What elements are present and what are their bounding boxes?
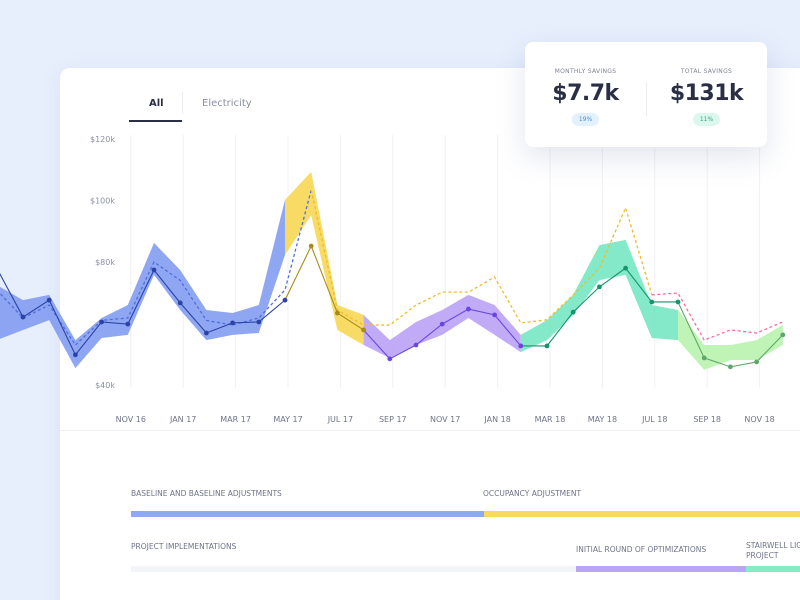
data-point — [20, 314, 26, 320]
y-tick-label: $40k — [95, 381, 115, 390]
expected-line — [310, 189, 653, 326]
timeline-label: PROJECT IMPLEMENTATIONS — [131, 542, 237, 551]
data-point — [623, 265, 628, 271]
timeline-label: INITIAL ROUND OF OPTIMIZATIONS — [576, 545, 707, 554]
data-point — [439, 321, 445, 327]
data-point — [361, 327, 366, 333]
stat-value: $7.7k — [552, 81, 619, 106]
data-point — [177, 300, 183, 306]
tab[interactable]: All — [149, 98, 164, 109]
data-point — [308, 243, 314, 249]
x-tick-label: NOV 18 — [744, 415, 774, 424]
data-point — [387, 356, 393, 362]
timeline-label: OCCUPANCY ADJUSTMENT — [483, 489, 582, 498]
summary-card: MONTHLY SAVINGS $7.7k 19% TOTAL SAVINGS … — [525, 42, 767, 147]
timeline-bar — [131, 511, 484, 517]
x-tick-label: MAR 18 — [535, 415, 566, 424]
x-tick-label: MAR 17 — [220, 415, 251, 424]
stat-label: TOTAL SAVINGS — [680, 68, 733, 75]
data-point — [544, 343, 550, 349]
change-chip: 19% — [571, 113, 600, 126]
data-point — [125, 321, 131, 327]
data-point — [335, 310, 340, 316]
data-point — [151, 267, 157, 273]
data-point — [597, 284, 602, 290]
data-point — [413, 342, 419, 348]
data-point — [570, 309, 576, 315]
x-tick-label: NOV 16 — [116, 415, 146, 424]
stat: MONTHLY SAVINGS $7.7k 19% — [525, 42, 646, 126]
x-tick-label: MAY 17 — [273, 415, 302, 424]
data-point — [466, 306, 471, 312]
card-separator — [646, 82, 647, 116]
timeline-bar — [131, 566, 576, 572]
timeline-bar — [746, 566, 800, 572]
change-chip: 11% — [692, 113, 721, 126]
data-point — [701, 355, 707, 361]
data-point — [780, 332, 786, 338]
x-tick-label: NOV 17 — [430, 415, 460, 424]
range-band — [0, 199, 285, 369]
y-tick-label: $120k — [90, 135, 115, 144]
tab-separator — [182, 92, 183, 114]
data-point — [649, 299, 655, 305]
data-point — [256, 319, 262, 325]
data-point — [46, 297, 52, 303]
divider — [60, 430, 800, 431]
expected-line — [651, 292, 784, 341]
y-tick-label: $80k — [95, 258, 115, 267]
timeline-bar — [484, 511, 800, 517]
x-tick-label: SEP 18 — [693, 415, 721, 424]
actual-line — [0, 268, 286, 356]
data-point — [675, 299, 681, 305]
y-tick-label: $100k — [90, 197, 115, 206]
tab[interactable]: Electricity — [202, 98, 252, 109]
data-point — [754, 359, 759, 365]
range-band — [520, 239, 678, 353]
data-point — [73, 352, 78, 358]
range-band — [678, 309, 783, 370]
data-point — [492, 312, 497, 318]
x-tick-label: JUL 17 — [327, 415, 353, 424]
stat-value: $131k — [669, 81, 744, 106]
timeline-label: BASELINE AND BASELINE ADJUSTMENTS — [131, 489, 282, 498]
data-point — [282, 297, 288, 303]
data-point — [518, 343, 524, 349]
x-tick-label: SEP 17 — [379, 415, 407, 424]
x-tick-label: JAN 17 — [169, 415, 196, 424]
timeline-bar — [576, 566, 746, 572]
data-point — [728, 364, 733, 370]
tab-underline — [129, 120, 182, 122]
data-point — [99, 319, 104, 325]
x-tick-label: JUL 18 — [641, 415, 667, 424]
actual-line — [284, 244, 364, 331]
range-band — [285, 171, 364, 346]
timeline-label: STAIRWELL LIGHTING PROJECT — [746, 541, 800, 560]
x-tick-label: MAY 18 — [588, 415, 617, 424]
stat: TOTAL SAVINGS $131k 11% — [646, 42, 767, 126]
data-point — [204, 330, 209, 336]
data-point — [230, 320, 236, 326]
x-tick-label: JAN 18 — [483, 415, 510, 424]
expected-line — [0, 189, 312, 347]
stat-label: MONTHLY SAVINGS — [554, 68, 617, 75]
